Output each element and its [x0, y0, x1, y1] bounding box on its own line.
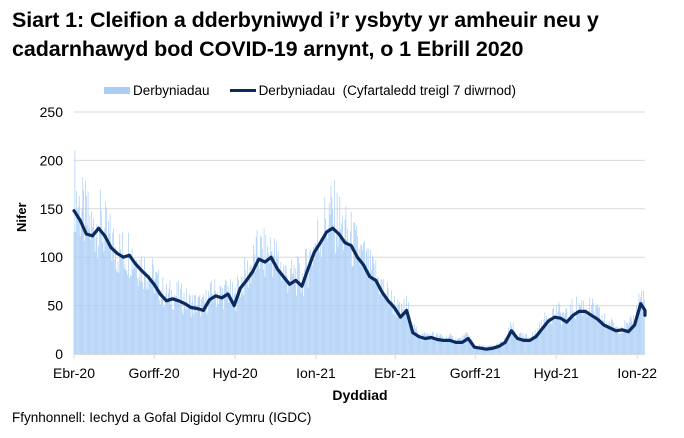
- svg-text:250: 250: [40, 104, 64, 120]
- x-axis: Ebr-20 Gorff-20 Hyd-20 Ion-21 Ebr-21 Gorff-21…: [53, 354, 657, 381]
- svg-text:50: 50: [47, 298, 63, 314]
- svg-text:0: 0: [55, 346, 63, 362]
- gridlines: [74, 111, 645, 307]
- y-axis-ticks: 0 50 100 150 200 250: [40, 104, 64, 362]
- source-note: Ffynhonnell: Iechyd a Gofal Digidol Cymr…: [12, 410, 312, 425]
- svg-text:Gorff-20: Gorff-20: [129, 365, 180, 381]
- admissions-bars: [73, 150, 645, 354]
- chart-title: Siart 1: Cleifion a dderbyniwyd i’r ysby…: [12, 8, 599, 61]
- legend-line-label: Derbyniadau (Cyfartaledd treigl 7 diwrno…: [258, 83, 516, 98]
- moving-average-line: [72, 209, 647, 351]
- legend-line-swatch: [229, 89, 256, 92]
- svg-text:Ion-22: Ion-22: [617, 365, 657, 381]
- svg-text:200: 200: [40, 152, 64, 168]
- legend-bars-swatch: [104, 87, 130, 94]
- x-axis-label: Dyddiad: [332, 387, 388, 403]
- svg-text:150: 150: [40, 201, 64, 217]
- svg-text:Ion-21: Ion-21: [296, 365, 336, 381]
- svg-text:100: 100: [40, 249, 64, 265]
- legend-bars-label: Derbyniadau: [133, 83, 210, 98]
- svg-text:Gorff-21: Gorff-21: [450, 365, 501, 381]
- chart-legend: Derbyniadau Derbyniadau (Cyfartaledd tre…: [104, 83, 516, 98]
- svg-text:Ebr-20: Ebr-20: [53, 365, 95, 381]
- svg-text:Ebr-21: Ebr-21: [374, 365, 416, 381]
- svg-text:Hyd-21: Hyd-21: [534, 365, 579, 381]
- svg-text:Hyd-20: Hyd-20: [212, 365, 257, 381]
